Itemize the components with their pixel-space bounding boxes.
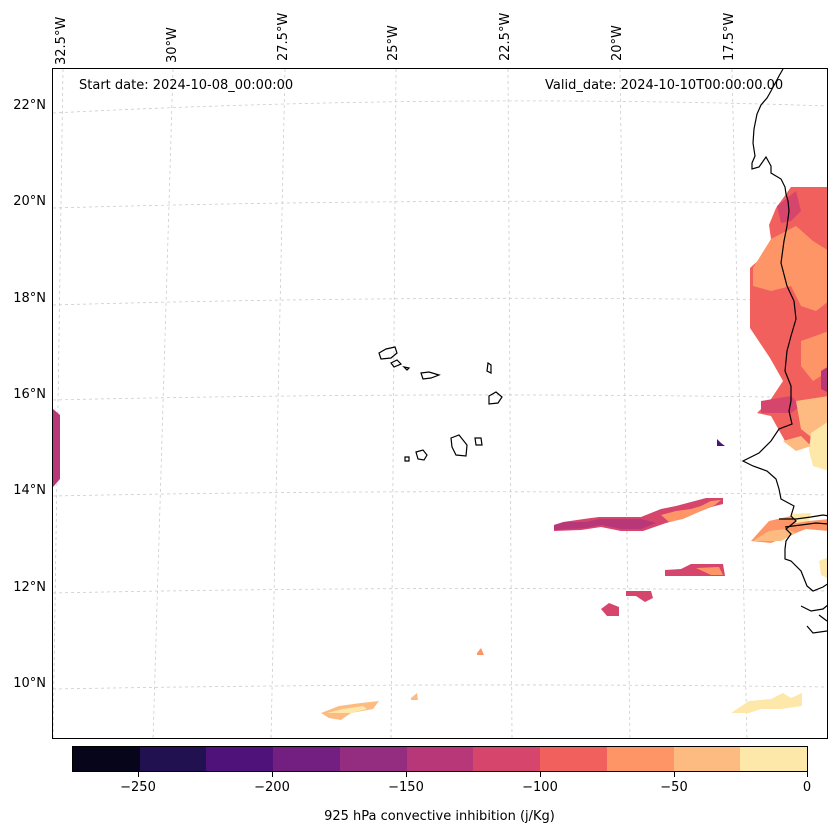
valid-date-label: Valid_date: 2024-10-10T00:00:00.00 (545, 78, 784, 93)
colorbar (72, 746, 808, 772)
colorbar-label-250: −250 (120, 780, 156, 795)
lat-label-14n: 14°N (13, 483, 46, 498)
gridline-lat-16 (53, 394, 827, 401)
contour-patch-tiny-10-7n (477, 648, 484, 655)
lon-label-25w: 25°W (386, 25, 401, 61)
gridline-lat-14 (53, 491, 827, 497)
cin-contours (53, 187, 827, 720)
island-maio (474, 437, 483, 446)
lat-label-16n: 16°N (13, 387, 46, 402)
island-santiago (450, 434, 468, 457)
colorbar-segment-7 (540, 747, 607, 771)
gridline-lon-20 (619, 69, 631, 738)
coast-gambia-south (784, 522, 827, 528)
gridline-lon-32-5 (53, 69, 64, 738)
gridline-lon-25 (390, 69, 397, 738)
colorbar-segment-0 (73, 747, 140, 771)
island-fogo (415, 449, 428, 461)
coastline (378, 69, 827, 634)
contour-patch-band-13n-magenta (554, 519, 656, 530)
contour-patch-11-5n (601, 603, 619, 616)
lon-label-27-5w: 27.5°W (276, 12, 291, 61)
colorbar-segment-2 (206, 747, 274, 771)
lon-label-32-5w: 32.5°W (54, 16, 69, 65)
gridlines (53, 69, 827, 738)
gridline-lat-12 (53, 588, 827, 594)
gridline-lat-18 (53, 297, 827, 306)
colorbar-segment-1 (139, 747, 207, 771)
lat-label-12n: 12°N (13, 580, 46, 595)
coast-africa (741, 69, 827, 592)
contour-patch-coast-mid (753, 226, 827, 311)
lat-label-22n: 22°N (13, 98, 46, 113)
lon-label-22-5w: 22.5°W (498, 12, 513, 61)
colorbar-tick-200 (272, 772, 273, 777)
gridline-lon-17-5 (731, 69, 748, 738)
island-sao-nicolau (420, 371, 441, 380)
island-brava (404, 456, 410, 462)
colorbar-title: 925 hPa convective inhibition (j/Kg) (324, 809, 555, 824)
island-santa-luzia (402, 366, 411, 371)
lat-label-10n: 10°N (13, 676, 46, 691)
map-canvas (53, 69, 827, 738)
colorbar-tick-250 (138, 772, 139, 777)
lon-label-17-5w: 17.5°W (722, 12, 737, 61)
colorbar-segment-4 (339, 747, 407, 771)
island-boa-vista (488, 391, 503, 405)
start-date-label: Start date: 2024-10-08_00:00:00 (79, 78, 294, 93)
colorbar-tick-150 (406, 772, 407, 777)
gridline-lat-20 (53, 200, 827, 209)
gridline-lat-10 (53, 684, 827, 690)
colorbar-label-100: −100 (522, 780, 558, 795)
colorbar-label-0: 0 (802, 780, 812, 795)
contour-patch-coast-13n-light (753, 529, 796, 541)
contour-patch-coast-pale (809, 422, 827, 471)
contour-patch-coast-11-8n (819, 557, 827, 578)
lat-label-20n: 20°N (13, 194, 46, 209)
colorbar-tick-50 (674, 772, 675, 777)
contour-patch-coast-mid2 (801, 331, 827, 381)
contour-patch-coast-light2 (783, 436, 811, 451)
lon-label-20w: 20°W (610, 25, 625, 61)
gridline-lon-22-5 (507, 69, 513, 738)
colorbar-label-200: −200 (254, 780, 290, 795)
contour-patch-coast-magenta (821, 367, 827, 392)
lat-label-18n: 18°N (13, 291, 46, 306)
gridline-lat-22 (53, 100, 827, 114)
contour-patch-9-5n-pale (327, 706, 367, 713)
colorbar-segment-9 (673, 747, 741, 771)
contour-patch-left (53, 409, 60, 487)
contour-patch-purple-small (717, 439, 725, 446)
colorbar-segment-3 (273, 747, 340, 771)
island-sal (486, 361, 492, 374)
map-panel (52, 68, 828, 739)
gridline-lon-30 (152, 69, 174, 738)
colorbar-segment-6 (473, 747, 541, 771)
coast-gambia (779, 514, 827, 520)
contour-patch-9-5n-right (731, 693, 802, 713)
colorbar-label-50: −50 (660, 780, 688, 795)
colorbar-segment-8 (606, 747, 674, 771)
colorbar-tick-100 (540, 772, 541, 777)
colorbar-label-150: −150 (388, 780, 424, 795)
colorbar-tick-0 (807, 772, 808, 777)
gridline-lon-27-5 (270, 69, 286, 738)
lon-label-30w: 30°W (165, 27, 180, 63)
contour-patch-12n-light (696, 567, 723, 575)
island-santo-antao (378, 346, 398, 360)
island-sao-vicente (390, 359, 403, 368)
contour-patch-tiny-9-7n (411, 693, 418, 700)
coast-bissau-islands (800, 604, 827, 634)
contour-patch-band-13n-light (661, 500, 721, 522)
colorbar-segment-5 (406, 747, 474, 771)
colorbar-segment-10 (740, 747, 808, 771)
contour-patch-11-8n (626, 591, 653, 602)
